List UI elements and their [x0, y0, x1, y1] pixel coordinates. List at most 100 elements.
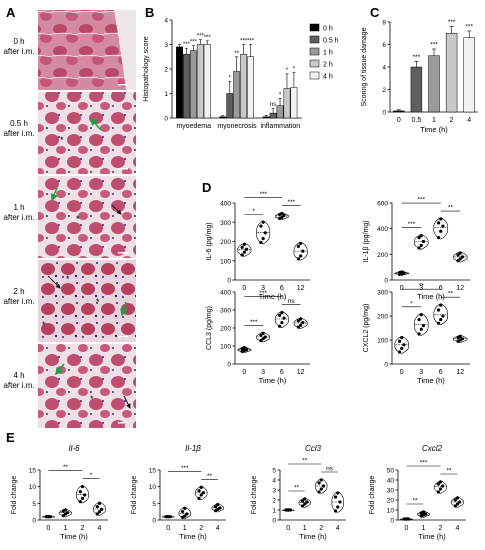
- data-point: [80, 485, 85, 489]
- data-point: [278, 324, 282, 328]
- violin-outline: [452, 334, 468, 344]
- svg-text:0.5 h: 0.5 h: [10, 119, 28, 128]
- chart-d1-ytick-label: 100: [220, 258, 231, 265]
- data-point: [282, 213, 286, 218]
- chart-d2-ytick-label: 600: [377, 201, 388, 208]
- data-point: [436, 221, 441, 225]
- data-point: [278, 313, 282, 317]
- category-label: 4: [216, 525, 220, 532]
- data-point: [458, 257, 462, 261]
- chart-b-ytick-label: 0: [164, 116, 168, 123]
- chart-d2-ytick-label: 400: [377, 226, 388, 233]
- violin-outline: [451, 496, 464, 508]
- data-point: [240, 253, 244, 257]
- data-point: [441, 484, 445, 488]
- svg-text:*: *: [42, 320, 46, 330]
- category-label: 4: [98, 525, 102, 532]
- data-point: [438, 480, 443, 484]
- data-point: [263, 335, 267, 339]
- category-label: 4: [336, 525, 340, 532]
- category-label: 2: [199, 525, 203, 532]
- histology-image-4h: *: [38, 344, 136, 428]
- data-point: [436, 308, 441, 312]
- data-point: [336, 505, 340, 509]
- category-label: 0: [286, 525, 290, 532]
- violin-outline: [331, 491, 344, 513]
- data-point: [417, 332, 421, 336]
- category-label: 3: [419, 369, 423, 376]
- data-point: [46, 515, 51, 519]
- category-label: 1: [303, 525, 307, 532]
- data-point: [400, 270, 404, 274]
- data-point: [301, 321, 305, 325]
- category-label: 0: [400, 285, 404, 292]
- chart-d3: 0 100 200 300 400 CCL3 (pg/mg) 0 3 6 12 Time (h) **…: [206, 290, 310, 385]
- significance-label: ***: [247, 39, 255, 45]
- data-point: [305, 500, 309, 504]
- bar: [463, 37, 475, 113]
- data-point: [296, 244, 301, 248]
- legend-swatch: [309, 23, 320, 32]
- chart-e2-ytick-label: 15: [149, 468, 157, 475]
- significance-label: ***: [204, 35, 212, 41]
- x-axis-label: Time (h): [60, 532, 88, 541]
- legend-swatch: [309, 47, 320, 56]
- significance-label: *: [279, 92, 282, 98]
- x-axis-label: Time (h): [259, 376, 287, 385]
- data-point: [280, 321, 284, 325]
- bar: [226, 93, 234, 119]
- data-point: [97, 510, 102, 514]
- data-point: [183, 514, 187, 518]
- bar: [262, 116, 270, 119]
- bar: [240, 54, 248, 119]
- chart-e4-ytick-label: 0: [390, 518, 394, 525]
- svg-text:after i.m.: after i.m.: [3, 297, 34, 306]
- data-point: [402, 517, 406, 521]
- significance-label: *: [229, 75, 232, 81]
- svg-text:*: *: [96, 297, 100, 307]
- chart-e1-ytick-label: 15: [29, 468, 37, 475]
- data-point: [213, 505, 218, 509]
- chart-d4-ytick-label: 200: [377, 314, 388, 321]
- violin-outline: [433, 217, 449, 240]
- data-point: [419, 234, 423, 238]
- significance-label: ***: [420, 460, 428, 467]
- svg-text:2 h: 2 h: [13, 287, 24, 296]
- category-label: 2: [81, 525, 85, 532]
- data-point: [259, 339, 263, 343]
- category-label: myonecrosis: [217, 123, 257, 130]
- x-axis-label: Time (h): [418, 532, 446, 541]
- data-point: [417, 246, 421, 250]
- significance-label: **: [294, 485, 300, 492]
- violin-outline: [274, 310, 289, 329]
- data-point: [197, 496, 201, 500]
- svg-text:*: *: [66, 274, 70, 284]
- chart-e3-ytick-label: 0: [272, 518, 276, 525]
- data-point: [296, 319, 301, 323]
- panel-e-letter: E: [6, 430, 15, 445]
- data-point: [455, 502, 460, 506]
- panel-b-letter: B: [145, 5, 154, 20]
- data-point: [259, 224, 263, 228]
- significance-label: ***: [287, 199, 295, 206]
- data-point: [460, 337, 465, 341]
- chart-c-ylabel: Scoring of tissue damage: [361, 27, 368, 106]
- svg-text:after i.m.: after i.m.: [3, 129, 34, 138]
- significance-label: ***: [250, 319, 258, 326]
- row-label-2h: 2 h after i.m.: [3, 287, 34, 306]
- significance-label: *: [90, 472, 93, 479]
- data-point: [240, 245, 244, 249]
- data-point: [288, 508, 293, 512]
- data-point: [95, 505, 99, 509]
- data-point: [404, 517, 409, 521]
- significance-label: **: [448, 291, 454, 298]
- histology-image-1h: *: [38, 176, 136, 258]
- chart-title: Il-1β: [185, 444, 201, 453]
- significance-label: *: [410, 300, 413, 307]
- data-point: [436, 490, 440, 494]
- data-point: [455, 496, 460, 500]
- data-point: [296, 257, 301, 261]
